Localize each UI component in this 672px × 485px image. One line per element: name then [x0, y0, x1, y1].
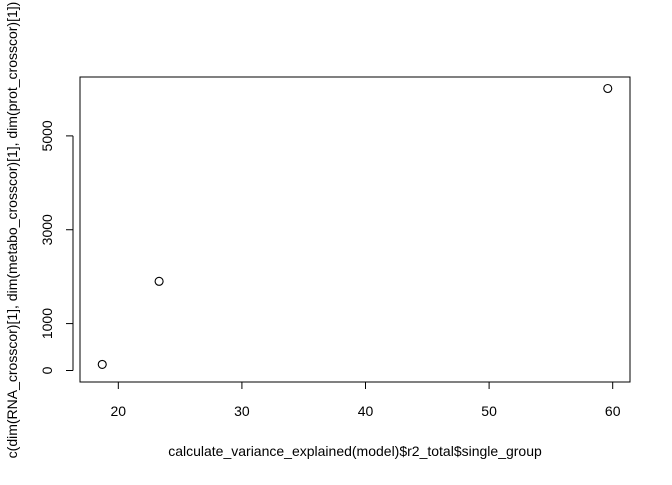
x-axis: 20 30 40 50 60: [111, 381, 621, 419]
data-point: [97, 359, 107, 369]
y-tick-label: 3000: [39, 214, 55, 245]
data-point: [154, 276, 164, 286]
x-tick-label: 20: [111, 403, 127, 419]
x-tick-label: 60: [605, 403, 621, 419]
x-axis-label: calculate_variance_explained(model)$r2_t…: [168, 443, 542, 459]
plot-area-frame: [79, 76, 631, 383]
y-tick-label: 0: [39, 366, 55, 374]
y-axis-label: c(dim(RNA_crosscor)[1], dim(metabo_cross…: [4, 2, 20, 459]
x-tick-label: 40: [358, 403, 374, 419]
y-tick-label: 1000: [39, 308, 55, 339]
x-tick-label: 30: [234, 403, 250, 419]
y-tick-label: 5000: [39, 120, 55, 151]
x-tick-label: 50: [481, 403, 497, 419]
data-point: [603, 83, 613, 94]
y-axis: 0 1000 3000 5000: [39, 120, 74, 374]
data-points: [97, 83, 613, 369]
